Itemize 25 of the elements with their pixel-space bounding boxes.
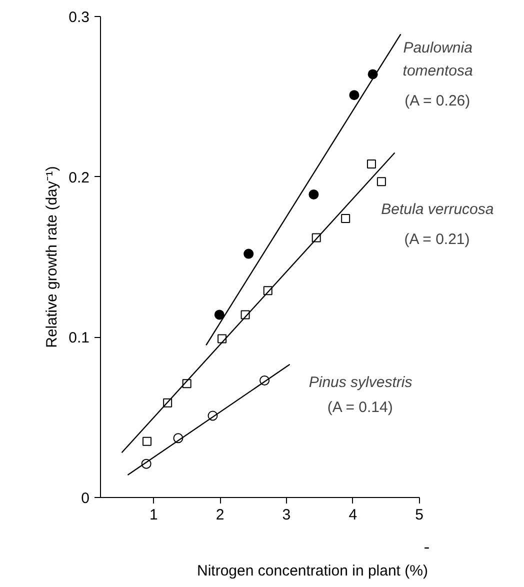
x-tick-label: 2: [216, 506, 224, 524]
point: [349, 90, 360, 100]
annotation: (A = 0.21): [404, 231, 470, 248]
y-tick-label: 0.2: [68, 169, 90, 186]
point: [341, 214, 350, 224]
x-tick-label: 1: [149, 506, 158, 524]
series-label: Paulownia tomentosa: [402, 40, 473, 80]
point: [376, 177, 386, 186]
x-axis-title: Nitrogen concentration in plant (%): [197, 562, 428, 580]
x-tick-label: 4: [348, 506, 358, 524]
x-tick-label: 3: [282, 506, 291, 524]
point: [244, 248, 254, 259]
point: [142, 436, 152, 446]
y-tick-label: 0: [81, 490, 90, 507]
text: Pinus sylvestris: [308, 374, 413, 391]
y-tick-label: 0.3: [68, 9, 90, 26]
x-tick-label: 5: [415, 506, 424, 524]
annotation: (A = 0.26): [404, 92, 470, 110]
point: [366, 160, 376, 169]
series-label: Betula verrucosa: [381, 201, 494, 218]
point: [214, 310, 224, 320]
y-tick-label: 0.1: [68, 330, 90, 347]
annotation: (A = 0.14): [327, 398, 393, 416]
point: [308, 189, 319, 200]
y-axis-title: Relative growth rate (day⁻¹): [44, 166, 61, 348]
